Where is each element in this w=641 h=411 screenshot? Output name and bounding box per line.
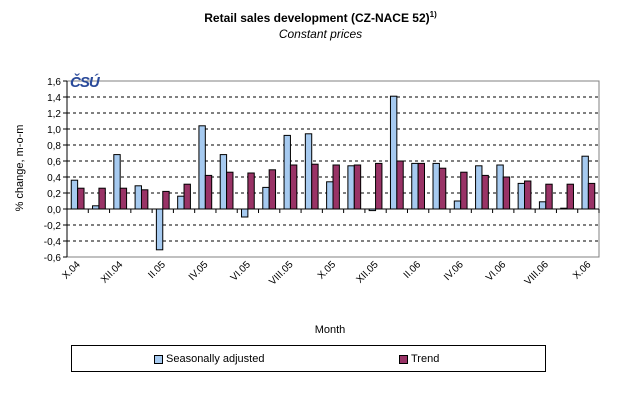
bar-seasonally-adjusted bbox=[326, 181, 334, 210]
x-tick-label: VI.05 bbox=[229, 259, 254, 284]
bar-seasonally-adjusted bbox=[389, 95, 398, 210]
legend: Seasonally adjusted Trend bbox=[71, 345, 546, 372]
legend-label: Seasonally adjusted bbox=[166, 353, 265, 365]
legend-label: Trend bbox=[411, 353, 440, 365]
bar-seasonally-adjusted bbox=[304, 133, 313, 210]
csu-logo: ČSÚ bbox=[70, 74, 100, 91]
bar-seasonally-adjusted bbox=[347, 165, 355, 210]
x-tick-label: XII.04 bbox=[99, 259, 126, 286]
x-tick-label: IV.05 bbox=[187, 259, 211, 283]
x-tick-label: VIII.06 bbox=[523, 259, 552, 288]
chart-subtitle: Constant prices bbox=[278, 27, 363, 41]
bar-seasonally-adjusted bbox=[262, 186, 270, 210]
bar-trend bbox=[524, 180, 532, 210]
y-tick-label: 1,2 bbox=[47, 109, 61, 120]
bar-seasonally-adjusted bbox=[581, 155, 589, 210]
bar-trend bbox=[183, 183, 191, 210]
bar-trend bbox=[332, 164, 340, 210]
y-tick-label: 0,8 bbox=[47, 141, 61, 152]
bar-trend bbox=[587, 182, 596, 210]
bar-seasonally-adjusted bbox=[219, 154, 228, 210]
bar-seasonally-adjusted bbox=[517, 182, 526, 210]
x-tick-label: IV.06 bbox=[442, 259, 466, 283]
bar-seasonally-adjusted bbox=[198, 125, 206, 210]
bar-trend bbox=[98, 187, 106, 210]
bar-trend bbox=[502, 176, 511, 210]
bar-seasonally-adjusted bbox=[411, 162, 419, 210]
bar-trend bbox=[226, 171, 234, 210]
bar-seasonally-adjusted bbox=[475, 165, 483, 210]
y-tick-label: -0,2 bbox=[44, 221, 62, 232]
y-tick-label: -0,6 bbox=[44, 253, 62, 264]
bar-trend bbox=[375, 162, 383, 210]
bar-trend bbox=[119, 187, 128, 210]
bar-seasonally-adjusted bbox=[496, 164, 504, 210]
x-tick-label: VI.06 bbox=[484, 259, 509, 284]
bar-seasonally-adjusted bbox=[113, 154, 121, 210]
y-tick-label: 1,0 bbox=[47, 125, 61, 136]
bar-seasonally-adjusted bbox=[155, 208, 164, 251]
bar-trend bbox=[481, 174, 489, 210]
bar-seasonally-adjusted bbox=[432, 162, 440, 210]
x-tick-label: X.04 bbox=[60, 259, 83, 282]
x-axis-label: Month bbox=[314, 324, 346, 336]
bar-trend bbox=[268, 169, 277, 210]
bar-trend bbox=[460, 171, 468, 210]
y-tick-label: 1,6 bbox=[47, 77, 61, 88]
y-tick-label: 0,0 bbox=[47, 205, 61, 216]
legend-swatch bbox=[399, 354, 408, 364]
bar-trend bbox=[566, 183, 574, 210]
bar-seasonally-adjusted bbox=[453, 200, 462, 210]
legend-swatch bbox=[154, 354, 163, 364]
bar-trend bbox=[140, 189, 149, 210]
bar-trend bbox=[77, 187, 85, 210]
legend-item-trend: Trend bbox=[399, 353, 439, 365]
bar-trend bbox=[311, 163, 319, 210]
bar-seasonally-adjusted bbox=[538, 201, 547, 210]
x-tick-label: II.05 bbox=[146, 259, 168, 281]
y-tick-label: -0,4 bbox=[44, 237, 62, 248]
y-tick-label: 1,4 bbox=[47, 93, 61, 104]
bar-seasonally-adjusted bbox=[283, 134, 291, 210]
x-tick-label: X.06 bbox=[571, 259, 594, 282]
bar-trend bbox=[289, 164, 298, 210]
chart-title: Retail sales development (CZ-NACE 52)1) bbox=[204, 10, 437, 25]
bar-trend bbox=[545, 183, 553, 210]
y-tick-label: 0,2 bbox=[47, 189, 61, 200]
x-tick-label: VIII.05 bbox=[267, 259, 296, 288]
bar-trend bbox=[438, 167, 447, 210]
bar-seasonally-adjusted bbox=[240, 208, 249, 218]
y-tick-label: 0,4 bbox=[47, 173, 61, 184]
bar-trend bbox=[396, 160, 404, 210]
legend-item-seasonally-adjusted: Seasonally adjusted bbox=[154, 353, 264, 365]
bar-trend bbox=[162, 190, 170, 210]
bar-seasonally-adjusted bbox=[134, 185, 142, 210]
bar-seasonally-adjusted bbox=[177, 195, 185, 210]
bar-trend bbox=[204, 174, 213, 210]
x-tick-label: II.06 bbox=[402, 259, 424, 281]
x-tick-label: XII.05 bbox=[354, 259, 381, 286]
bar-trend bbox=[417, 162, 426, 210]
bar-trend bbox=[353, 164, 362, 210]
x-tick-label: X.05 bbox=[316, 259, 339, 282]
bar-trend bbox=[247, 172, 255, 210]
y-tick-label: 0,6 bbox=[47, 157, 61, 168]
bar-seasonally-adjusted bbox=[70, 179, 79, 210]
